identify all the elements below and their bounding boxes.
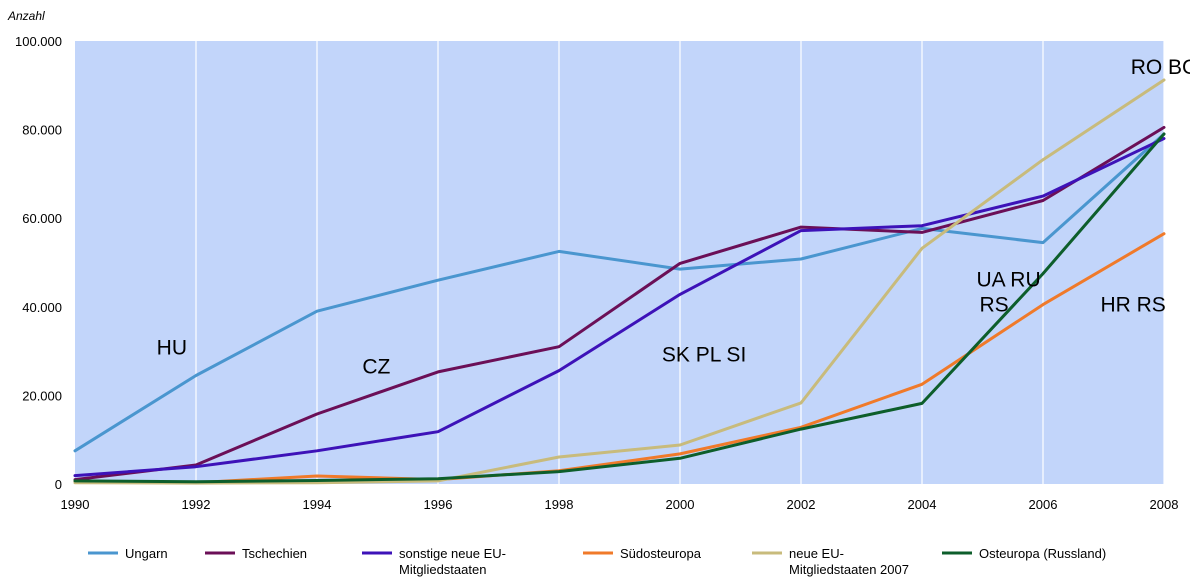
annotation-label: HU — [157, 337, 187, 360]
series-line — [73, 132, 1166, 453]
x-tick-label: 1990 — [61, 497, 90, 512]
legend-label: sonstige neue EU- — [399, 546, 506, 561]
y-tick-label: 100.000 — [15, 34, 62, 49]
y-tick-label: 20.000 — [22, 388, 62, 403]
x-tick-label: 1992 — [182, 497, 211, 512]
series-line — [73, 125, 1166, 482]
legend-label: Ungarn — [125, 546, 168, 561]
x-tick-label: 2006 — [1029, 497, 1058, 512]
annotation-label: SK PL SI — [662, 344, 746, 367]
x-tick-label: 2000 — [666, 497, 695, 512]
y-tick-label: 80.000 — [22, 123, 62, 138]
y-axis-label: Anzahl — [7, 9, 45, 23]
annotation-label: RS — [979, 294, 1008, 317]
legend: Ungarn Tschechien sonstige neue EU-Mitglie… — [88, 546, 1106, 577]
x-tick-label: 1996 — [424, 497, 453, 512]
legend-label: Osteuropa (Russland) — [979, 546, 1106, 561]
x-tick-label: 1994 — [303, 497, 332, 512]
legend-label: Mitgliedstaaten — [399, 562, 486, 577]
legend-label: Mitgliedstaaten 2007 — [789, 562, 909, 577]
series-line — [73, 132, 1166, 484]
x-tick-label: 2004 — [908, 497, 937, 512]
plot-area — [75, 41, 1164, 484]
x-tick-label: 2002 — [787, 497, 816, 512]
legend-label: neue EU- — [789, 546, 844, 561]
series-line — [73, 137, 1166, 478]
x-tick-label: 2008 — [1150, 497, 1179, 512]
y-tick-label: 40.000 — [22, 300, 62, 315]
series-line — [73, 232, 1166, 485]
y-tick-label: 60.000 — [22, 211, 62, 226]
annotation-label: HR RS — [1100, 294, 1165, 317]
x-axis-ticks: 1990 1992 1994 1996 1998 2000 2002 2004 2006 2008 — [61, 497, 1179, 512]
annotation-label: UA RU — [976, 268, 1040, 291]
x-tick-label: 1998 — [545, 497, 574, 512]
country-annotations: HU CZ SK PL SI UA RU RS HR RS RO BG — [157, 56, 1190, 378]
y-axis-ticks: 0 20.000 40.000 60.000 80.000 100.000 — [15, 34, 62, 492]
legend-label: Tschechien — [242, 546, 307, 561]
annotation-label: RO BG — [1131, 56, 1190, 79]
annotation-label: CZ — [362, 356, 390, 379]
y-tick-label: 0 — [55, 477, 62, 492]
series-lines — [73, 78, 1166, 485]
legend-label: Südosteuropa — [620, 546, 702, 561]
series-line — [73, 78, 1166, 485]
